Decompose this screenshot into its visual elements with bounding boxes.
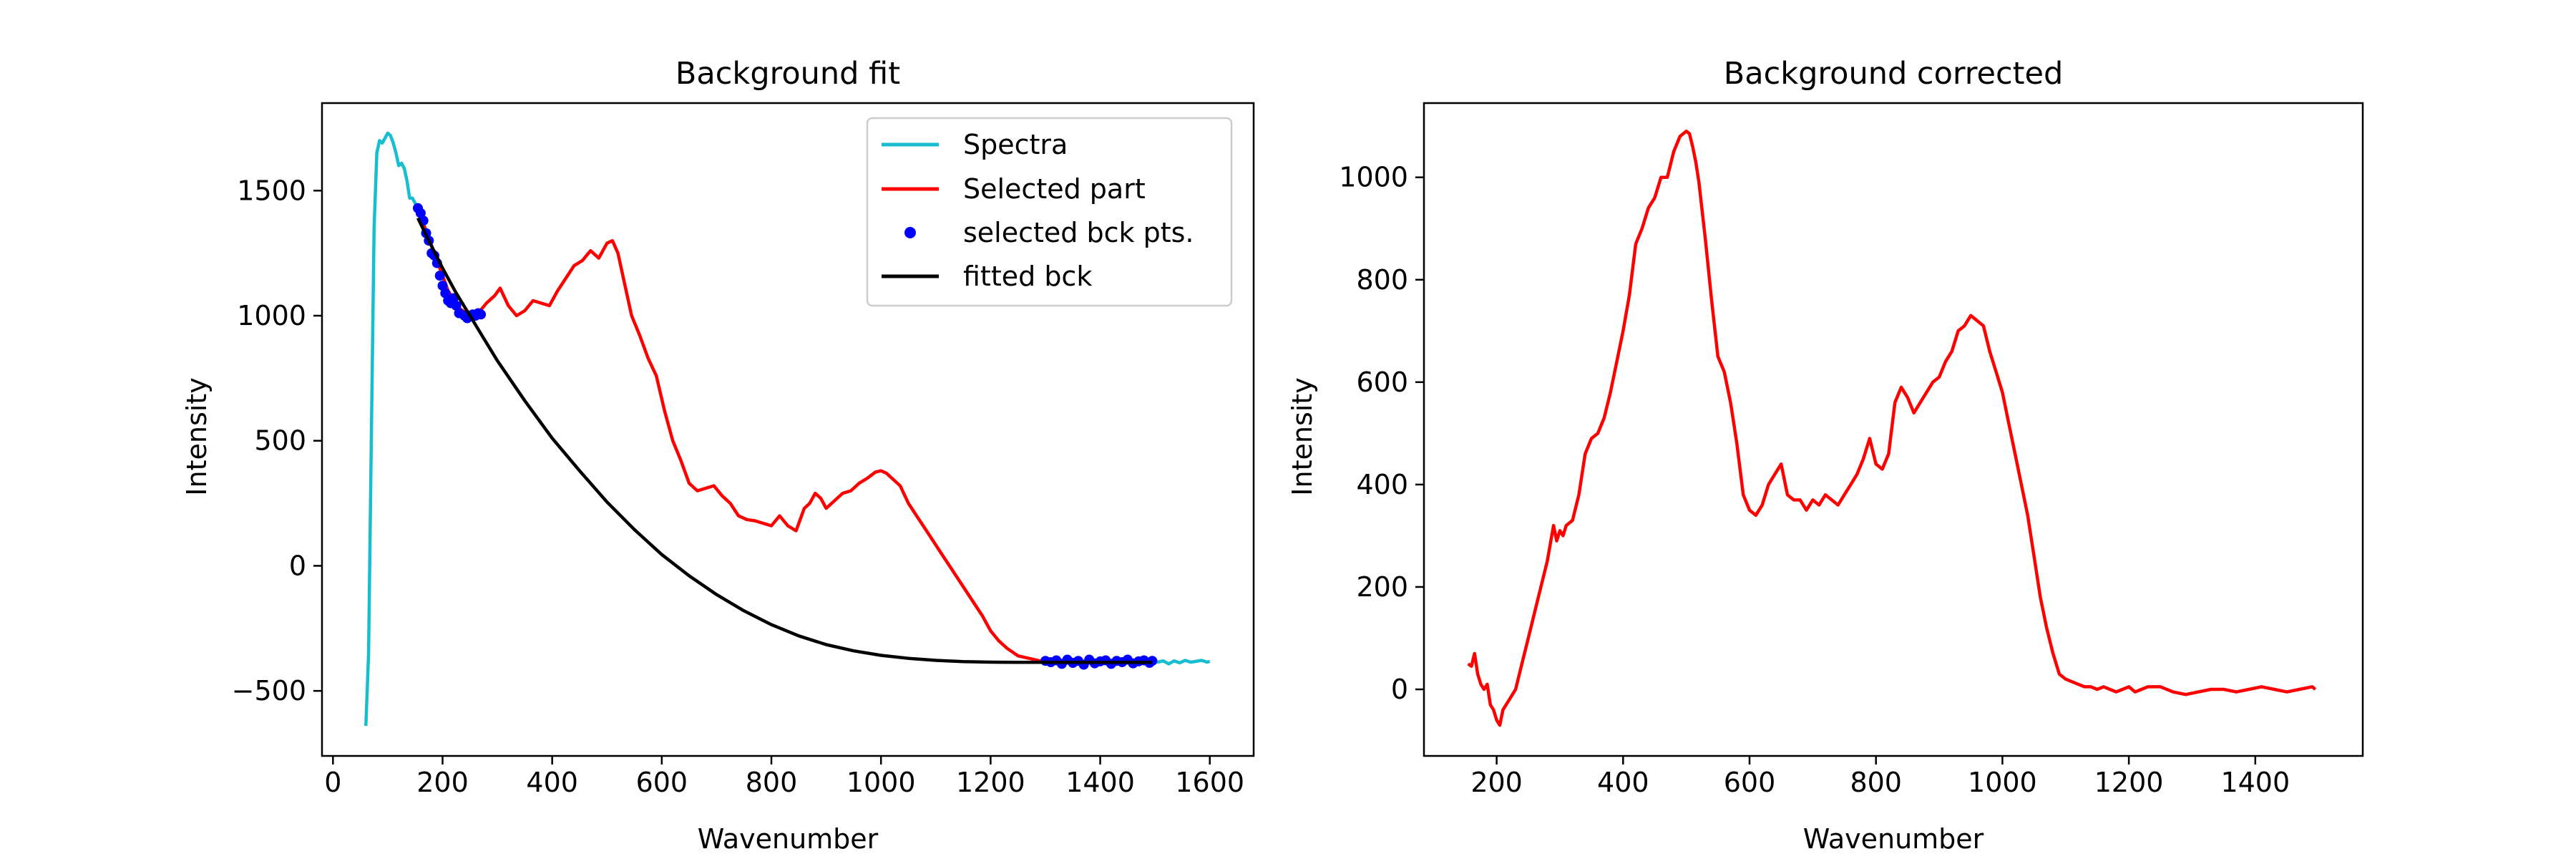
x-tick-label: 200: [416, 767, 469, 798]
legend-selected-bck-pts-swatch: [904, 227, 916, 238]
axes-frame: [321, 102, 1255, 757]
series-line-selected-part: [416, 210, 1153, 665]
y-axis-label: Intensity: [181, 377, 213, 495]
x-tick-label: 0: [324, 767, 341, 798]
y-tick-label: −500: [232, 675, 306, 707]
legend-selected-part-label: Selected part: [963, 173, 1146, 205]
series-line-fitted-bck: [416, 217, 1153, 664]
x-tick-label: 1000: [847, 767, 916, 798]
series-line-spectra: [1151, 658, 1211, 666]
x-tick-label: 800: [1850, 767, 1902, 798]
x-tick-label: 1000: [1968, 767, 2037, 798]
background-corrected-chart: Background corrected Wavenumber Intensit…: [1287, 56, 2364, 855]
y-tick-label: 800: [1356, 264, 1408, 296]
scatter-point: [434, 271, 445, 281]
chart-title: Background corrected: [1724, 56, 2064, 92]
x-tick-label: 1200: [2094, 767, 2164, 798]
series-line-corrected: [1467, 130, 2317, 727]
legend-fitted-bck-label: fitted bck: [963, 261, 1092, 292]
x-tick-label: 800: [746, 767, 798, 798]
x-tick-label: 600: [1724, 767, 1776, 798]
y-tick-label: 1000: [1339, 162, 1408, 193]
background-fit-chart: Background fit Wavenumber Intensity 0 200…: [181, 56, 1255, 855]
legend: Spectra Selected part selected bck pts. …: [866, 117, 1233, 307]
legend-spectra-label: Spectra: [963, 129, 1068, 160]
x-tick-label: 200: [1470, 767, 1523, 798]
series-line-spectra: [364, 131, 420, 727]
y-tick-label: 1500: [237, 175, 306, 206]
y-tick-label: 600: [1356, 367, 1408, 398]
scatter-point: [415, 208, 426, 218]
axes-frame: [1423, 102, 2364, 757]
plot-area: 0 200 400 600 800 1000 1200 1400 1600 −500 0 500 100…: [232, 102, 1255, 798]
scatter-point: [451, 301, 462, 311]
plot-area: 200 400 600 800 1000 1200 1400 0 200 400 600 800 100…: [1339, 102, 2364, 798]
x-axis-label: Wavenumber: [1803, 823, 1984, 855]
scatter-point: [476, 309, 487, 320]
y-tick-label: 1000: [237, 300, 306, 331]
x-tick-label: 600: [636, 767, 688, 798]
y-tick-label: 500: [254, 425, 306, 457]
y-tick-label: 200: [1356, 571, 1408, 603]
x-tick-label: 400: [526, 767, 578, 798]
legend-selected-bck-pts-label: selected bck pts.: [963, 217, 1194, 248]
chart-title: Background fit: [675, 56, 900, 92]
x-tick-label: 1600: [1175, 767, 1244, 798]
y-tick-label: 0: [1391, 674, 1408, 705]
x-tick-label: 1400: [1065, 767, 1135, 798]
y-tick-label: 0: [289, 550, 306, 581]
scatter-point: [437, 281, 448, 291]
x-tick-label: 1400: [2220, 767, 2290, 798]
x-tick-label: 1200: [956, 767, 1025, 798]
x-axis-label: Wavenumber: [698, 823, 879, 855]
y-axis-label: Intensity: [1287, 377, 1318, 495]
legend-box: [866, 117, 1233, 307]
x-tick-label: 400: [1597, 767, 1649, 798]
y-tick-label: 400: [1356, 469, 1408, 500]
